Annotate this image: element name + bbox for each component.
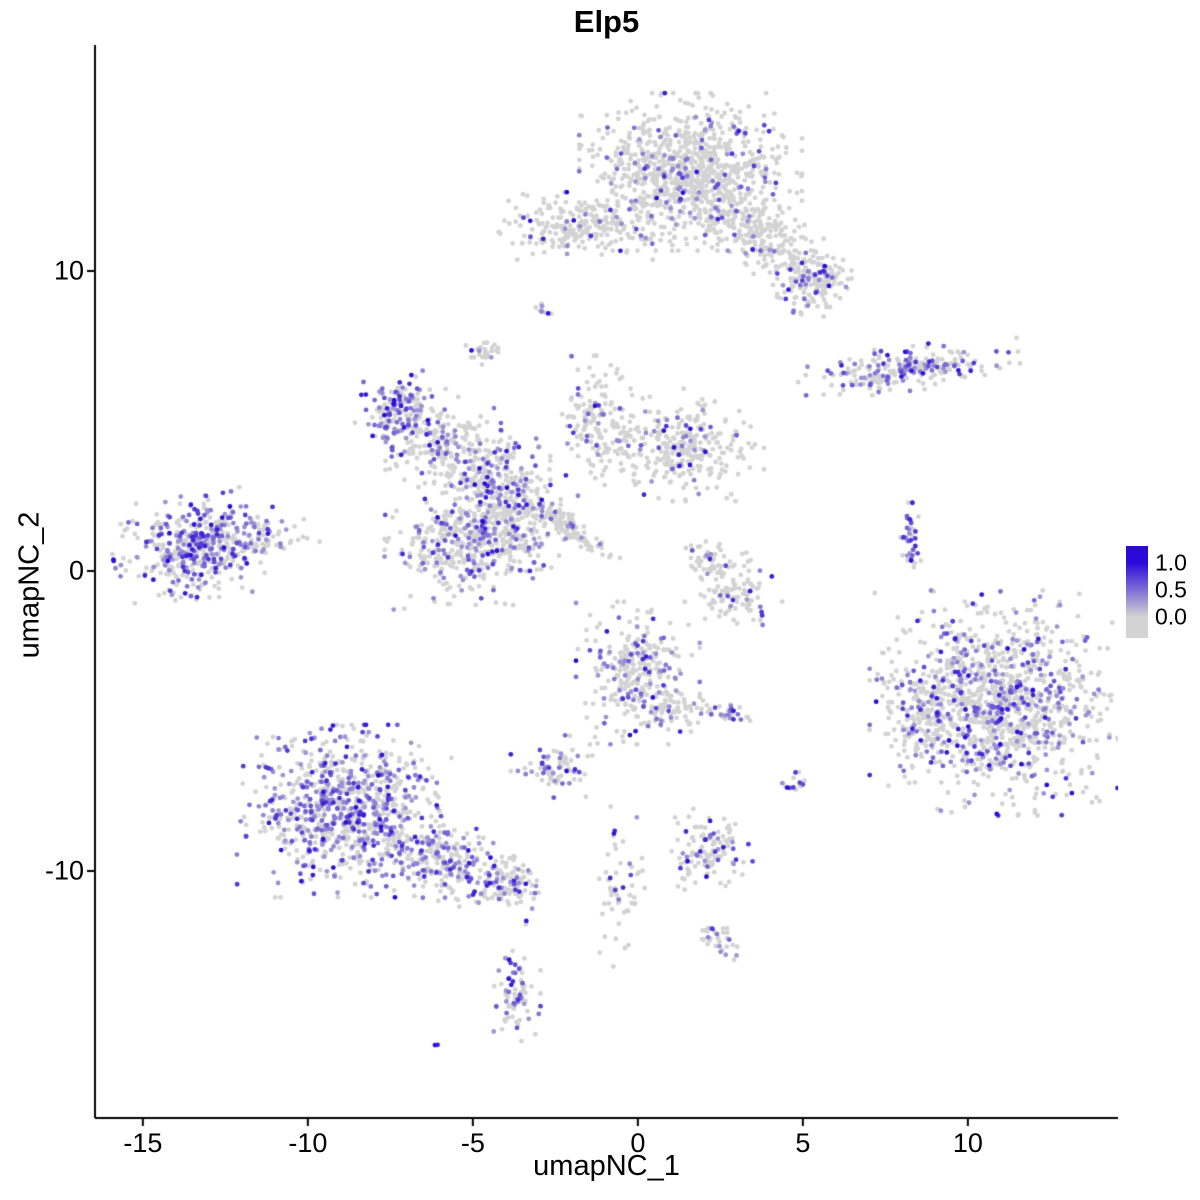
x-tick-label: -15 [123, 1128, 163, 1158]
plot-title: Elp5 [573, 4, 640, 39]
x-axis-label: umapNC_1 [533, 1150, 680, 1182]
x-tick-label: 5 [795, 1128, 811, 1158]
color-legend: 1.0 0.5 0.0 [1126, 546, 1200, 638]
legend-label-low: 0.0 [1155, 603, 1187, 630]
x-tick-label: 10 [952, 1128, 983, 1158]
legend-gradient-bar [1126, 546, 1148, 638]
y-axis-label: umapNC_2 [13, 511, 46, 659]
y-tick-label: 10 [53, 255, 84, 286]
x-tick-label: 0 [630, 1128, 646, 1158]
x-tick-label: -10 [288, 1128, 328, 1158]
x-tick-label: -5 [460, 1128, 485, 1158]
legend-label-high: 1.0 [1155, 549, 1187, 576]
y-tick-label: 0 [68, 555, 84, 586]
y-tick-label: -10 [44, 855, 84, 886]
legend-label-mid: 0.5 [1155, 576, 1187, 603]
